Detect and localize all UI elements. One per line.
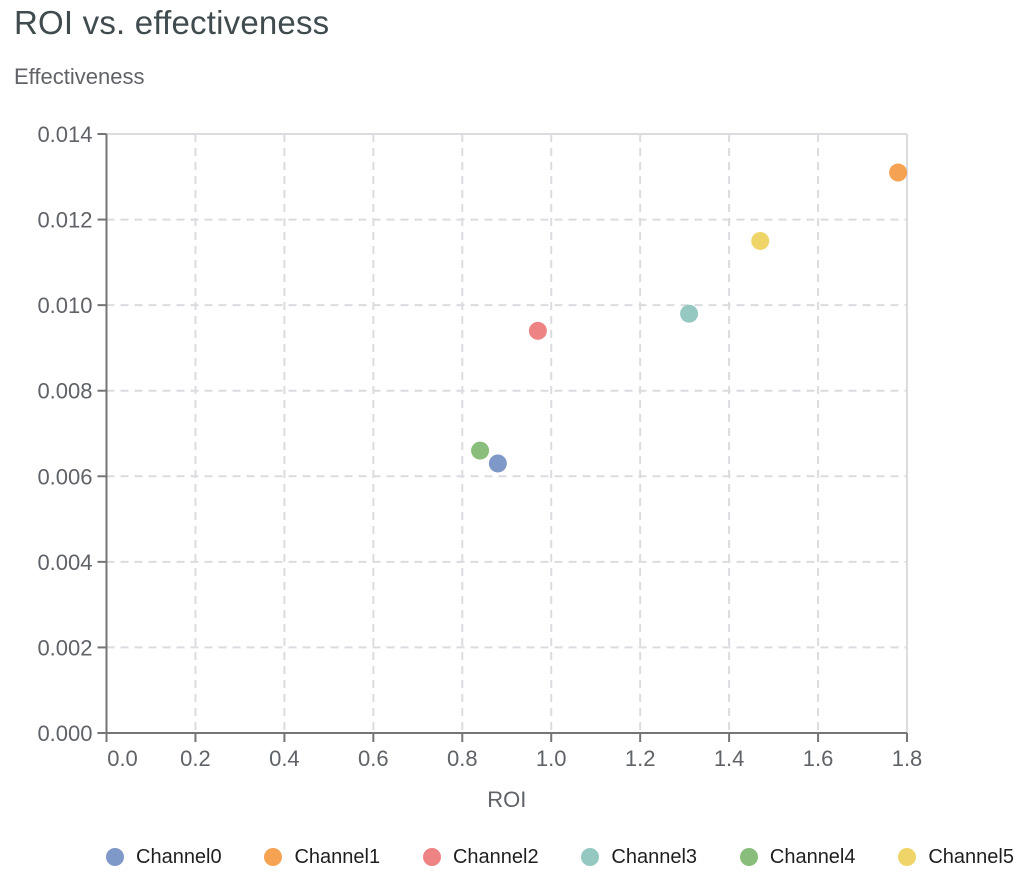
legend-swatch-icon	[898, 848, 917, 866]
data-point-channel2[interactable]	[528, 321, 547, 340]
x-tick-label: 1.6	[803, 746, 834, 771]
legend-label: Channel2	[452, 845, 539, 868]
legend-swatch-icon	[264, 848, 283, 866]
x-tick-label: 1.0	[536, 746, 567, 771]
x-axis-title: ROI	[487, 787, 526, 812]
y-axis-title: Effectiveness	[14, 64, 145, 89]
x-tick-label: 0.6	[358, 746, 389, 771]
y-tick-label: 0.004	[37, 550, 92, 575]
data-point-channel3[interactable]	[680, 304, 699, 323]
y-tick-label: 0.008	[37, 379, 92, 404]
chart-legend: Channel0 Channel1 Channel2 Channel3 Channel4…	[106, 844, 1014, 870]
legend-label: Channel5	[928, 845, 1014, 868]
data-point-channel0[interactable]	[488, 454, 507, 473]
legend-swatch-icon	[106, 848, 124, 866]
x-tick-label: 0.2	[180, 746, 211, 771]
y-tick-label: 0.006	[37, 464, 92, 489]
x-tick-label: 1.2	[625, 746, 656, 771]
legend-item-channel2[interactable]: Channel2	[422, 845, 539, 869]
x-tick-label: 0.8	[447, 746, 478, 771]
legend-item-channel3[interactable]: Channel3	[581, 846, 697, 869]
legend-swatch-icon	[581, 848, 600, 866]
y-tick-label: 0.012	[37, 208, 92, 233]
legend-label: Channel4	[769, 845, 856, 868]
legend-item-channel1[interactable]: Channel1	[264, 846, 380, 869]
legend-item-channel0[interactable]: Channel0	[106, 846, 222, 869]
data-point-channel1[interactable]	[889, 163, 908, 182]
x-tick-label: 0.4	[269, 746, 300, 771]
legend-label: Channel1	[294, 845, 381, 868]
legend-swatch-icon	[422, 848, 441, 866]
legend-swatch-icon	[739, 848, 758, 866]
x-tick-label: 1.8	[892, 746, 923, 771]
legend-item-channel4[interactable]: Channel4	[739, 845, 856, 869]
y-tick-label: 0.010	[37, 293, 92, 318]
y-tick-label: 0.014	[37, 122, 92, 147]
chart-title: ROI vs. effectiveness	[14, 4, 330, 41]
x-tick-label: 1.4	[714, 746, 745, 771]
legend-item-channel5[interactable]: Channel5	[898, 846, 1014, 869]
data-point-channel5[interactable]	[751, 231, 770, 250]
legend-label: Channel3	[611, 845, 698, 868]
y-tick-label: 0.000	[37, 721, 92, 746]
scatter-plot-area[interactable]: 0.000 0.002 0.004 0.006 0.008 0.010 0.012 0.014…	[0, 0, 1024, 826]
legend-label: Channel0	[136, 845, 222, 868]
data-point-channel4[interactable]	[471, 441, 490, 460]
y-tick-label: 0.002	[37, 635, 92, 660]
x-tick-label: 0.0	[107, 746, 138, 771]
